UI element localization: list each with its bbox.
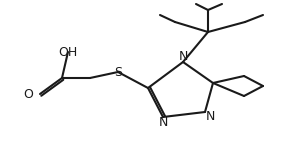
- Text: OH: OH: [58, 45, 78, 59]
- Text: N: N: [205, 111, 215, 123]
- Text: S: S: [114, 66, 122, 78]
- Text: N: N: [178, 50, 188, 64]
- Text: N: N: [158, 116, 168, 128]
- Text: O: O: [23, 88, 33, 100]
